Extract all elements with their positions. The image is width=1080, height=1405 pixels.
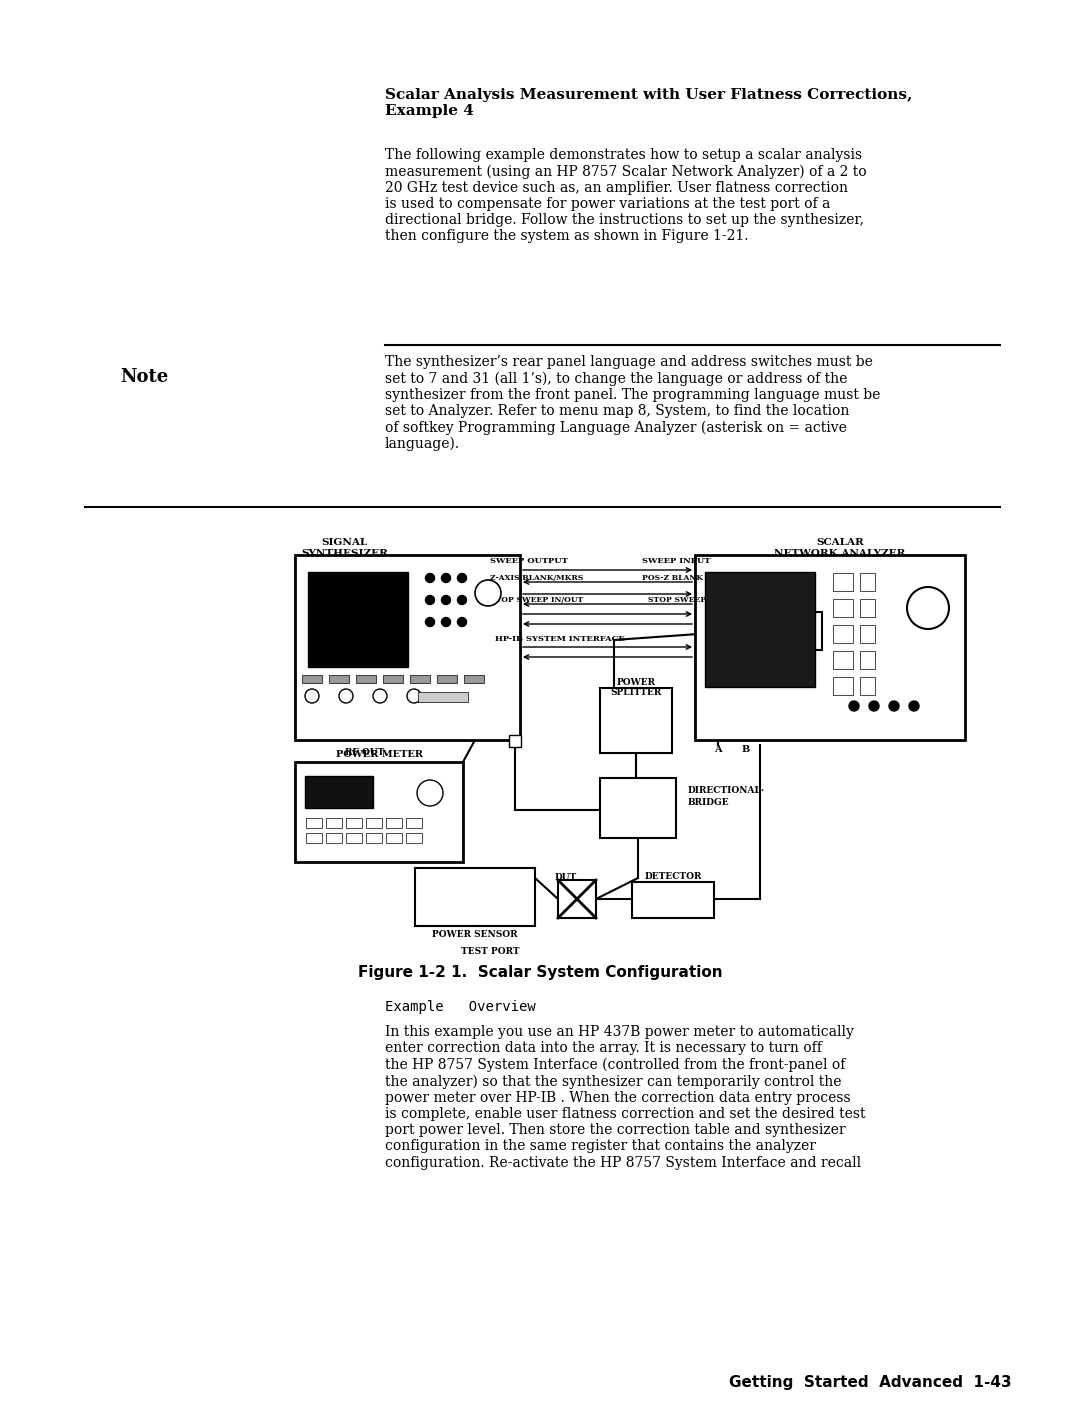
Bar bbox=[833, 573, 853, 592]
Bar bbox=[833, 599, 853, 617]
Bar bbox=[600, 688, 672, 753]
Bar bbox=[696, 555, 966, 740]
Text: STOP SWEEP IN/OUT: STOP SWEEP IN/OUT bbox=[490, 596, 583, 604]
Text: HP-IB SYSTEM INTERFACE: HP-IB SYSTEM INTERFACE bbox=[495, 635, 625, 643]
Bar bbox=[632, 882, 714, 917]
Text: SCALAR: SCALAR bbox=[816, 538, 864, 547]
Circle shape bbox=[458, 618, 467, 627]
Text: Figure 1-2 1.  Scalar System Configuration: Figure 1-2 1. Scalar System Configuratio… bbox=[357, 965, 723, 981]
Bar bbox=[860, 625, 875, 643]
Text: SIGNAL: SIGNAL bbox=[322, 538, 368, 547]
Bar bbox=[306, 818, 322, 828]
Circle shape bbox=[339, 688, 353, 702]
Bar bbox=[437, 674, 457, 683]
Bar bbox=[366, 818, 382, 828]
Text: The synthesizer’s rear panel language and address switches must be
set to 7 and : The synthesizer’s rear panel language an… bbox=[384, 355, 880, 451]
Circle shape bbox=[305, 688, 319, 702]
Bar bbox=[346, 833, 362, 843]
Circle shape bbox=[849, 701, 859, 711]
Bar bbox=[833, 625, 853, 643]
Circle shape bbox=[442, 618, 450, 627]
Text: POWER SENSOR: POWER SENSOR bbox=[432, 930, 517, 939]
Bar bbox=[386, 818, 402, 828]
Text: BRIDGE: BRIDGE bbox=[688, 798, 730, 806]
Text: Getting  Started  Advanced  1-43: Getting Started Advanced 1-43 bbox=[729, 1375, 1011, 1390]
Text: DETECTOR: DETECTOR bbox=[645, 873, 702, 881]
Bar bbox=[860, 573, 875, 592]
Bar bbox=[302, 674, 322, 683]
Bar bbox=[860, 677, 875, 695]
Bar bbox=[295, 555, 519, 740]
Bar bbox=[406, 833, 422, 843]
Bar bbox=[356, 674, 376, 683]
Text: DIRECTIONAL·: DIRECTIONAL· bbox=[688, 785, 765, 795]
Text: SYNTHESIZER: SYNTHESIZER bbox=[301, 549, 389, 558]
Bar bbox=[740, 613, 822, 651]
Bar bbox=[410, 674, 430, 683]
Bar bbox=[415, 868, 535, 926]
Bar bbox=[860, 599, 875, 617]
Circle shape bbox=[889, 701, 899, 711]
Text: DETECTOR: DETECTOR bbox=[753, 603, 810, 613]
Circle shape bbox=[442, 596, 450, 604]
Bar bbox=[346, 818, 362, 828]
Bar bbox=[366, 833, 382, 843]
Circle shape bbox=[869, 701, 879, 711]
Bar bbox=[464, 674, 484, 683]
Text: RF OUT: RF OUT bbox=[346, 747, 384, 757]
Bar bbox=[295, 762, 463, 863]
Circle shape bbox=[417, 780, 443, 806]
Text: In this example you use an HP 437B power meter to automatically
enter correction: In this example you use an HP 437B power… bbox=[384, 1026, 865, 1169]
Bar bbox=[306, 833, 322, 843]
Text: SPLITTER: SPLITTER bbox=[610, 688, 662, 697]
Bar bbox=[418, 693, 468, 702]
Circle shape bbox=[475, 580, 501, 606]
Bar bbox=[386, 833, 402, 843]
Bar bbox=[558, 880, 596, 917]
Bar bbox=[329, 674, 349, 683]
Text: SWEEP INPUT: SWEEP INPUT bbox=[642, 556, 711, 565]
Text: TEST PORT: TEST PORT bbox=[461, 947, 519, 955]
Circle shape bbox=[407, 688, 421, 702]
Text: A: A bbox=[714, 745, 721, 754]
Circle shape bbox=[426, 596, 434, 604]
Circle shape bbox=[909, 701, 919, 711]
Text: DUT: DUT bbox=[555, 873, 577, 882]
Bar bbox=[860, 651, 875, 669]
Text: Note: Note bbox=[120, 368, 168, 386]
Text: B: B bbox=[742, 745, 751, 754]
Text: NETWORK ANALYZER: NETWORK ANALYZER bbox=[774, 549, 906, 558]
Circle shape bbox=[426, 618, 434, 627]
Text: Scalar Analysis Measurement with User Flatness Corrections,
Example 4: Scalar Analysis Measurement with User Fl… bbox=[384, 89, 913, 118]
Circle shape bbox=[458, 573, 467, 583]
Bar bbox=[308, 572, 408, 667]
Circle shape bbox=[426, 573, 434, 583]
Bar bbox=[705, 572, 815, 687]
Bar bbox=[326, 833, 342, 843]
Text: SWEEP OUTPUT: SWEEP OUTPUT bbox=[490, 556, 568, 565]
Bar bbox=[600, 778, 676, 837]
Circle shape bbox=[458, 596, 467, 604]
Bar bbox=[383, 674, 403, 683]
Text: Example   Overview: Example Overview bbox=[384, 1000, 536, 1014]
Circle shape bbox=[442, 573, 450, 583]
Text: The following example demonstrates how to setup a scalar analysis
measurement (u: The following example demonstrates how t… bbox=[384, 148, 866, 243]
Text: POWER: POWER bbox=[617, 679, 656, 687]
Bar bbox=[406, 818, 422, 828]
Text: POWER METER: POWER METER bbox=[337, 750, 423, 759]
Bar bbox=[305, 776, 373, 808]
Bar bbox=[326, 818, 342, 828]
Text: STOP SWEEP: STOP SWEEP bbox=[648, 596, 706, 604]
Text: POS-Z BLANK: POS-Z BLANK bbox=[642, 575, 703, 582]
Circle shape bbox=[373, 688, 387, 702]
Text: Z-AXIS BLANK/MKRS: Z-AXIS BLANK/MKRS bbox=[490, 575, 583, 582]
Bar bbox=[833, 677, 853, 695]
Bar bbox=[509, 735, 521, 747]
Circle shape bbox=[907, 587, 949, 629]
Bar bbox=[833, 651, 853, 669]
